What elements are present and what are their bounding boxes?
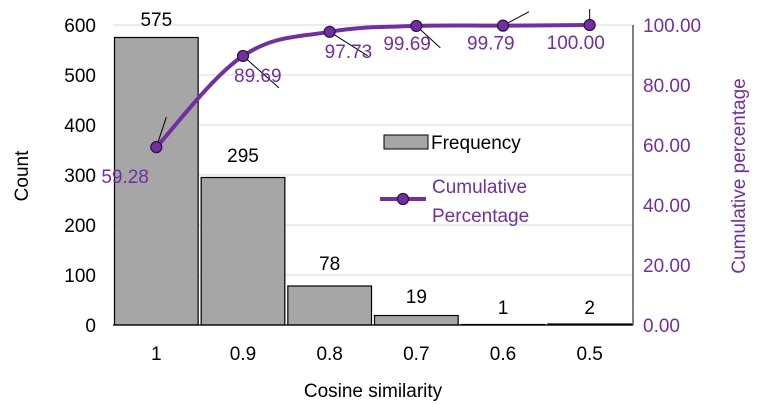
cum-marker-0.5 — [583, 18, 596, 32]
cum-label-0.6: 99.79 — [467, 34, 515, 55]
bar-0.9 — [200, 176, 286, 326]
bar-0.8 — [287, 285, 373, 326]
y-axis-title: Count — [12, 150, 33, 201]
legend-marker-cumulative — [396, 192, 410, 206]
y-tick-label: 500 — [64, 66, 96, 87]
cumulative-curve — [154, 23, 590, 149]
axes — [113, 25, 634, 326]
legend-swatch-frequency — [383, 134, 429, 150]
cum-marker-0.8 — [323, 25, 336, 38]
bar-value-label: 2 — [584, 298, 595, 319]
cum-leader-line — [329, 31, 368, 57]
cumulative-line — [150, 9, 596, 154]
x-tick-label: 0.8 — [316, 344, 342, 365]
y-tick-label: 300 — [64, 166, 96, 187]
cum-label-1: 59.28 — [101, 167, 149, 188]
legend: Frequency Cumulative Percentage — [380, 133, 529, 227]
legend-label-cumulative-1: Cumulative — [432, 177, 527, 198]
y-tick-label: 400 — [64, 116, 96, 137]
x-tick-label: 0.6 — [490, 344, 516, 365]
x-axis-title: Cosine similarity — [304, 381, 443, 402]
x-tick-label: 0.9 — [230, 344, 256, 365]
frequency-bars — [113, 36, 633, 326]
y2-tick-label: 60.00 — [643, 136, 691, 157]
cum-label-0.8: 97.73 — [325, 42, 373, 63]
y-tick-label: 200 — [64, 216, 96, 237]
cum-marker-0.6 — [496, 19, 510, 32]
cum-marker-1 — [150, 141, 163, 154]
x-tick-label: 0.5 — [576, 344, 602, 365]
bar-value-label: 295 — [227, 146, 259, 167]
tick-labels: 0 100 200 300 400 500 600 0.00 20.00 40.00 60.00 80… — [64, 16, 701, 365]
legend-label-cumulative-2: Percentage — [432, 206, 529, 227]
cum-label-0.7: 99.69 — [383, 34, 431, 55]
x-tick-label: 0.7 — [403, 344, 429, 365]
cum-marker-0.7 — [410, 19, 423, 33]
x-tick-label: 1 — [151, 344, 162, 365]
y-tick-label: 100 — [64, 266, 96, 287]
y-tick-label: 0 — [85, 316, 96, 337]
y-tick-label: 600 — [64, 16, 96, 37]
bar-value-label: 575 — [140, 10, 172, 31]
bar-value-label: 19 — [406, 287, 427, 308]
bar-value-label: 1 — [498, 298, 509, 319]
data-labels: 59.28 89.69 97.73 99.69 99.79 100.00 575 295 78 1… — [101, 10, 604, 319]
cum-leader-line — [242, 55, 280, 89]
bar-0.7 — [373, 314, 459, 326]
cum-label-0.9: 89.69 — [234, 66, 282, 87]
y2-tick-label: 0.00 — [643, 316, 680, 337]
y2-tick-label: 40.00 — [643, 196, 691, 217]
y2-tick-label: 100.00 — [643, 16, 701, 37]
y2-tick-label: 80.00 — [643, 76, 691, 97]
y2-axis-title: Cumulative percentage — [729, 78, 750, 273]
cum-marker-0.9 — [236, 49, 250, 63]
grid-lines — [113, 24, 633, 276]
legend-label-frequency: Frequency — [431, 133, 521, 154]
bar-value-label: 78 — [319, 254, 340, 275]
cum-label-0.5: 100.00 — [547, 33, 605, 54]
y2-tick-label: 20.00 — [643, 256, 691, 277]
